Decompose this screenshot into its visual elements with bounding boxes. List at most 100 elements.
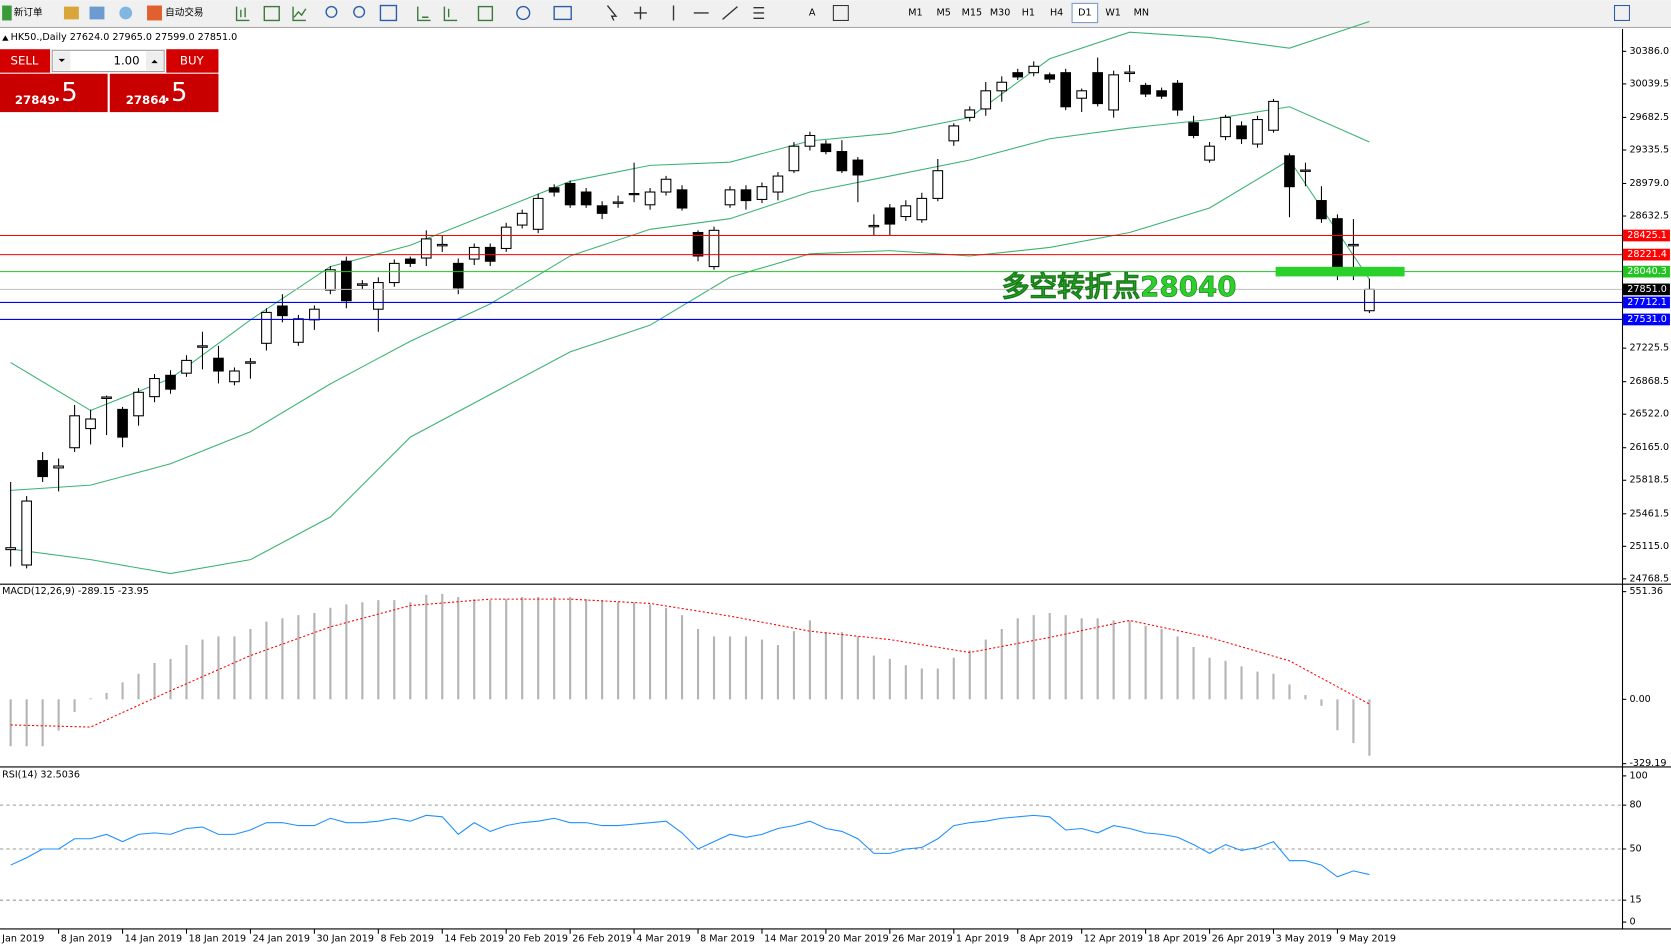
timeframe-button[interactable]: M1 (908, 7, 922, 18)
new-order-button[interactable]: 新订单 (14, 6, 43, 18)
timeframe-button[interactable]: H4 (1050, 7, 1063, 18)
search-icon[interactable] (1613, 4, 1630, 21)
x-tick-label: 30 Jan 2019 (317, 934, 374, 945)
candle-body (37, 460, 48, 478)
buy-button[interactable] (166, 49, 219, 73)
x-tick-label: 3 May 2019 (1276, 934, 1332, 945)
candle-body (692, 231, 704, 257)
y-tick-label: 28632.5 (1629, 211, 1669, 222)
text-tool[interactable]: A (809, 7, 816, 18)
price-level-label: 28425.1 (1627, 230, 1667, 241)
templates-icon[interactable] (553, 5, 572, 21)
x-tick-label: 26 Mar 2019 (892, 934, 953, 945)
candle-body (53, 465, 64, 469)
candle-chart-icon[interactable] (263, 5, 280, 22)
candle-body (261, 311, 272, 344)
buy-label: BUY (180, 53, 205, 67)
x-tick-label: 8 Mar 2019 (700, 934, 755, 945)
macd-signal (10, 598, 1370, 728)
y-tick-label: 29335.5 (1629, 145, 1669, 156)
tile-icon[interactable] (379, 4, 398, 22)
candle-body (404, 258, 416, 264)
x-tick-label: 14 Jan 2019 (125, 934, 182, 945)
candle-body (1348, 243, 1359, 247)
auto-trading-icon[interactable] (147, 5, 162, 21)
indicator-title: RSI(14) 32.5036 (2, 769, 80, 780)
price-level-tag (1623, 313, 1670, 326)
zoom-in-icon[interactable] (325, 5, 338, 18)
new-order-icon[interactable] (2, 5, 12, 21)
auto-trading-button[interactable]: 自动交易 (165, 6, 203, 18)
candle-body (756, 186, 768, 200)
candle-body (69, 415, 80, 449)
y-tick-label: -329.19 (1629, 758, 1666, 769)
x-tick-label: 4 Mar 2019 (636, 934, 691, 945)
candle-body (1012, 72, 1024, 78)
bollinger-lower (10, 159, 1370, 575)
candle-body (213, 357, 224, 372)
candle-body (277, 305, 288, 317)
x-tick-label: 26 Apr 2019 (1212, 934, 1271, 945)
x-tick-label: 1 Apr 2019 (956, 934, 1009, 945)
candle-body (133, 391, 144, 417)
sell-button[interactable] (0, 49, 51, 73)
candle-body (341, 260, 352, 302)
timeframe-active[interactable] (1071, 2, 1099, 24)
bid-box[interactable] (0, 73, 108, 113)
timeframe-button[interactable]: MN (1134, 7, 1149, 18)
y-tick-label: 100 (1629, 770, 1647, 781)
lots-input[interactable] (51, 49, 165, 73)
x-tick-label: Jan 2019 (1, 934, 44, 945)
timeframe-button[interactable]: M5 (936, 7, 950, 18)
candle-body (1060, 72, 1072, 108)
y-tick-label: 50 (1629, 843, 1641, 854)
x-tick-label: 20 Mar 2019 (828, 934, 889, 945)
indicator-title: MACD(12,26,9) -289.15 -23.95 (2, 586, 149, 597)
candle-body (1076, 90, 1088, 99)
candle-body (500, 226, 512, 249)
candle-body (21, 500, 32, 566)
ask-box[interactable] (109, 73, 219, 113)
timeframe-buttons: M1 M5 M15 M30 H1 H4 D1 W1 MN (908, 2, 1149, 24)
candle-body (1124, 71, 1135, 75)
timeframe-button[interactable]: W1 (1105, 7, 1121, 18)
toolbar-icon[interactable] (89, 6, 105, 20)
x-tick-label: 8 Feb 2019 (380, 934, 434, 945)
scroll-icon[interactable] (417, 6, 431, 22)
turning-point-marker (1275, 266, 1405, 277)
y-tick-label: 26868.5 (1629, 376, 1669, 387)
candle-body (804, 134, 816, 147)
bollinger-upper (10, 20, 1370, 412)
y-tick-label: 24768.5 (1629, 573, 1669, 584)
candle-body (628, 192, 640, 196)
ask-price: 27864 (126, 93, 167, 107)
timeframe-button[interactable]: M15 (962, 7, 982, 18)
collapse-icon[interactable] (2, 35, 9, 41)
timeframe-button[interactable]: M30 (990, 7, 1010, 18)
zoom-out-icon[interactable] (353, 5, 366, 18)
timeframe-button[interactable]: H1 (1022, 7, 1035, 18)
candle-body (644, 191, 656, 206)
x-tick-label: 20 Feb 2019 (508, 934, 568, 945)
line-chart-icon[interactable] (292, 6, 307, 22)
label-tool[interactable] (832, 4, 849, 21)
candle-body (612, 201, 624, 204)
drawing-tools[interactable] (606, 5, 765, 21)
candle-body (1252, 118, 1263, 145)
candle-body (436, 243, 448, 247)
bar-chart-icon[interactable] (235, 6, 250, 22)
price-level-label: 27531.0 (1627, 314, 1667, 325)
x-tick-label: 24 Jan 2019 (253, 934, 310, 945)
toolbar-icon[interactable] (63, 6, 79, 20)
periods-icon[interactable] (516, 5, 531, 21)
candle-body (452, 262, 464, 289)
candle-body (1156, 90, 1167, 97)
x-tick-label: 9 May 2019 (1340, 934, 1396, 945)
timeframe-button[interactable]: D1 (1078, 7, 1091, 18)
shift-icon[interactable] (443, 6, 458, 22)
candle-body (5, 547, 16, 551)
y-tick-label: 28979.0 (1629, 178, 1669, 189)
indicators-icon[interactable] (477, 5, 494, 22)
candle-body (548, 187, 560, 193)
toolbar-icon[interactable] (119, 6, 133, 20)
